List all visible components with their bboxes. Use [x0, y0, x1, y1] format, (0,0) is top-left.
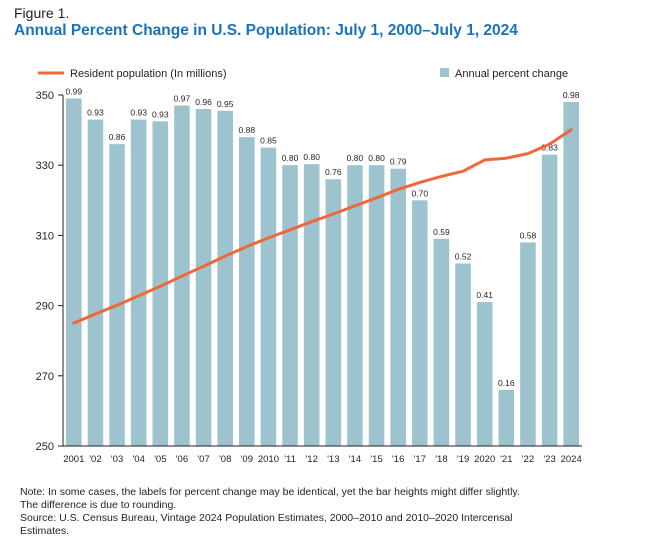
bar-value-label: 0.41	[476, 290, 493, 300]
bar-value-label: 0.80	[282, 153, 299, 163]
x-tick-label: '08	[219, 454, 231, 465]
x-tick-label: '15	[370, 454, 382, 465]
bar-value-label: 0.79	[390, 157, 407, 167]
bar	[217, 110, 233, 447]
bar-value-label: 0.93	[130, 108, 147, 118]
bar	[130, 119, 147, 446]
bar-value-label: 0.93	[87, 108, 104, 118]
bar	[195, 109, 212, 446]
x-tick-label: '16	[392, 454, 404, 465]
note-line-2: The difference is due to rounding.	[20, 499, 177, 511]
x-tick-label: '13	[327, 454, 339, 465]
bar	[541, 154, 558, 447]
bar	[66, 98, 82, 446]
legend: Resident population (In millions) Annual…	[38, 68, 568, 80]
x-tick-label: '19	[457, 454, 469, 465]
y-tick-label: 290	[36, 301, 54, 313]
bar-value-label: 0.80	[347, 153, 364, 163]
figure-label: Figure 1.	[14, 5, 70, 21]
y-tick-label: 350	[36, 90, 54, 102]
bar-value-label: 0.76	[325, 167, 342, 177]
bar-value-label: 0.97	[174, 94, 191, 104]
y-tick-label: 270	[36, 371, 54, 383]
bar	[87, 119, 104, 446]
bar-value-label: 0.86	[109, 132, 126, 142]
legend-bar-swatch	[440, 68, 449, 77]
x-tick-label: '14	[349, 454, 361, 465]
note-line-1: Note: In some cases, the labels for perc…	[20, 486, 520, 498]
bar-value-label: 0.59	[433, 227, 450, 237]
bar	[563, 102, 579, 446]
y-tick-label: 310	[36, 230, 54, 242]
population-line	[72, 128, 573, 325]
x-tick-label: '07	[197, 454, 209, 465]
x-tick-label: '17	[414, 454, 426, 465]
x-tick-label: '02	[89, 454, 101, 465]
bar-value-label: 0.98	[563, 90, 580, 100]
bar	[390, 168, 406, 446]
bar	[368, 165, 385, 446]
bar-value-label: 0.95	[217, 99, 234, 109]
x-tick-label: '22	[522, 454, 534, 465]
chart: Resident population (In millions) Annual…	[0, 60, 650, 470]
source-line-2: Estimates.	[20, 525, 70, 537]
y-tick-label: 330	[36, 160, 54, 172]
x-tick-label: '05	[154, 454, 166, 465]
y-axis: 250 270 290 310 330 350	[36, 90, 64, 453]
x-tick-label: '03	[111, 454, 123, 465]
bar	[520, 242, 536, 446]
x-tick-label: 2024	[561, 454, 582, 465]
chart-svg: Resident population (In millions) Annual…	[36, 68, 582, 465]
bar-value-label: 0.96	[195, 97, 212, 107]
x-tick-label: '04	[132, 454, 144, 465]
bar-value-label: 0.85	[260, 136, 277, 146]
bar	[260, 147, 277, 446]
notes: Note: In some cases, the labels for perc…	[20, 486, 635, 538]
bar-value-label: 0.93	[152, 109, 169, 119]
bar	[239, 137, 255, 446]
bar	[152, 121, 169, 446]
x-tick-label: '09	[241, 454, 253, 465]
bar-value-label: 0.80	[368, 153, 385, 163]
bar-value-label: 0.70	[412, 188, 429, 198]
x-tick-label: '18	[435, 454, 447, 465]
bar-value-label: 0.99	[66, 87, 83, 97]
bar	[455, 263, 471, 446]
bar-value-label: 0.88	[239, 125, 256, 135]
chart-title: Annual Percent Change in U.S. Population…	[14, 22, 518, 39]
y-tick-label: 250	[36, 441, 54, 453]
bars	[66, 98, 579, 447]
bar-value-label: 0.80	[303, 152, 320, 162]
bar	[498, 389, 515, 446]
x-tick-label: '06	[176, 454, 188, 465]
population-line-path	[72, 128, 573, 325]
bar-value-label: 0.52	[455, 251, 472, 261]
bar	[325, 179, 342, 446]
bar	[109, 144, 125, 446]
bar-labels: 0.99 0.93 0.86 0.93 0.93 0.97 0.96 0.95 0.88 0.85…	[66, 87, 580, 388]
x-tick-label: '11	[284, 454, 296, 465]
x-axis: 2001 '02 '03 '04 '05 '06 '07 '08 '09 2010 '11 '12 '1…	[63, 445, 582, 465]
x-tick-label: 2010	[258, 454, 279, 465]
bar	[412, 200, 428, 446]
bar	[303, 164, 320, 446]
x-tick-label: '21	[500, 454, 512, 465]
x-tick-label: 2001	[63, 454, 84, 465]
x-tick-label: '12	[305, 454, 317, 465]
bar	[433, 238, 450, 446]
bar-value-label: 0.58	[520, 230, 537, 240]
legend-bar-label: Annual percent change	[455, 68, 568, 80]
bar	[347, 165, 363, 446]
source-line-1: Source: U.S. Census Bureau, Vintage 2024…	[20, 512, 513, 524]
x-tick-label: 2020	[474, 454, 495, 465]
bar-value-label: 0.16	[498, 378, 515, 388]
legend-line-label: Resident population (In millions)	[70, 68, 227, 80]
bar-value-label: 0.83	[541, 143, 558, 153]
bar	[282, 165, 298, 446]
x-tick-label: '23	[543, 454, 555, 465]
bar	[476, 302, 493, 446]
